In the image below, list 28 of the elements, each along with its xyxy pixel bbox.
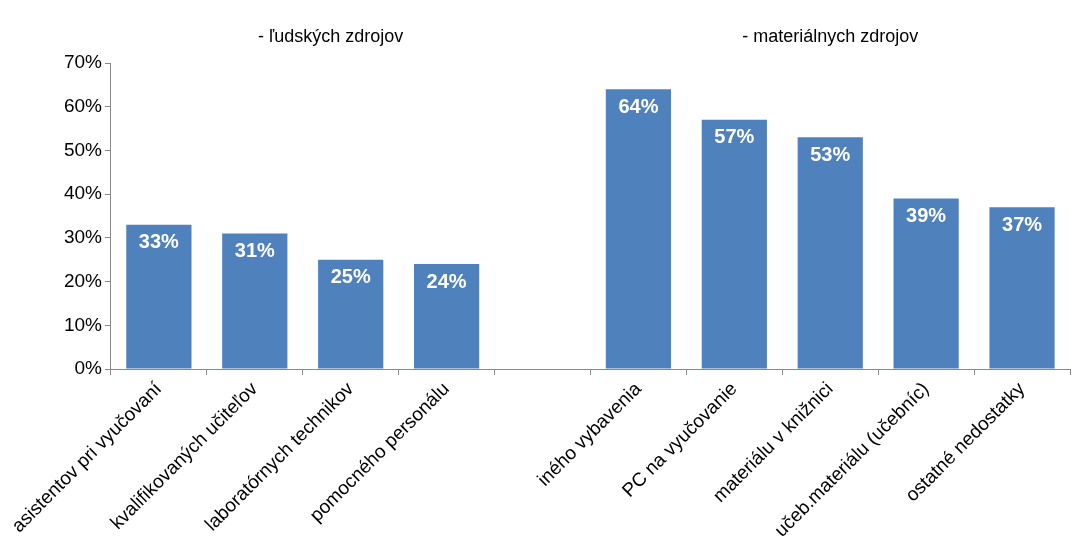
y-tick-label: 10% [63, 313, 103, 335]
bar [605, 89, 672, 369]
bar [701, 119, 767, 369]
bar [893, 198, 959, 369]
y-tick-label: 60% [63, 94, 103, 116]
y-tick-label: 70% [63, 51, 103, 73]
bar [222, 233, 288, 369]
bar [797, 137, 863, 369]
text: - materiálnych zdrojov [742, 26, 919, 46]
bar [989, 207, 1055, 369]
data-label: 57% [714, 125, 755, 148]
data-label: 24% [426, 269, 467, 292]
y-tick-label: 30% [63, 226, 103, 248]
y-tick-label: 40% [63, 182, 103, 204]
bar [413, 264, 480, 369]
y-tick-label: 50% [63, 138, 103, 160]
bar [126, 224, 192, 369]
data-label: 39% [906, 204, 947, 227]
data-label: 31% [234, 239, 276, 262]
data-label: 37% [1002, 212, 1043, 235]
bar [318, 259, 384, 369]
y-tick-label: 0% [74, 357, 103, 379]
data-label: 64% [618, 94, 659, 117]
y-tick-label: 20% [63, 269, 103, 291]
data-label: 53% [810, 142, 851, 165]
text: - ľudských zdrojov [258, 26, 404, 46]
data-label: 25% [330, 265, 371, 288]
data-label: 33% [138, 230, 180, 253]
